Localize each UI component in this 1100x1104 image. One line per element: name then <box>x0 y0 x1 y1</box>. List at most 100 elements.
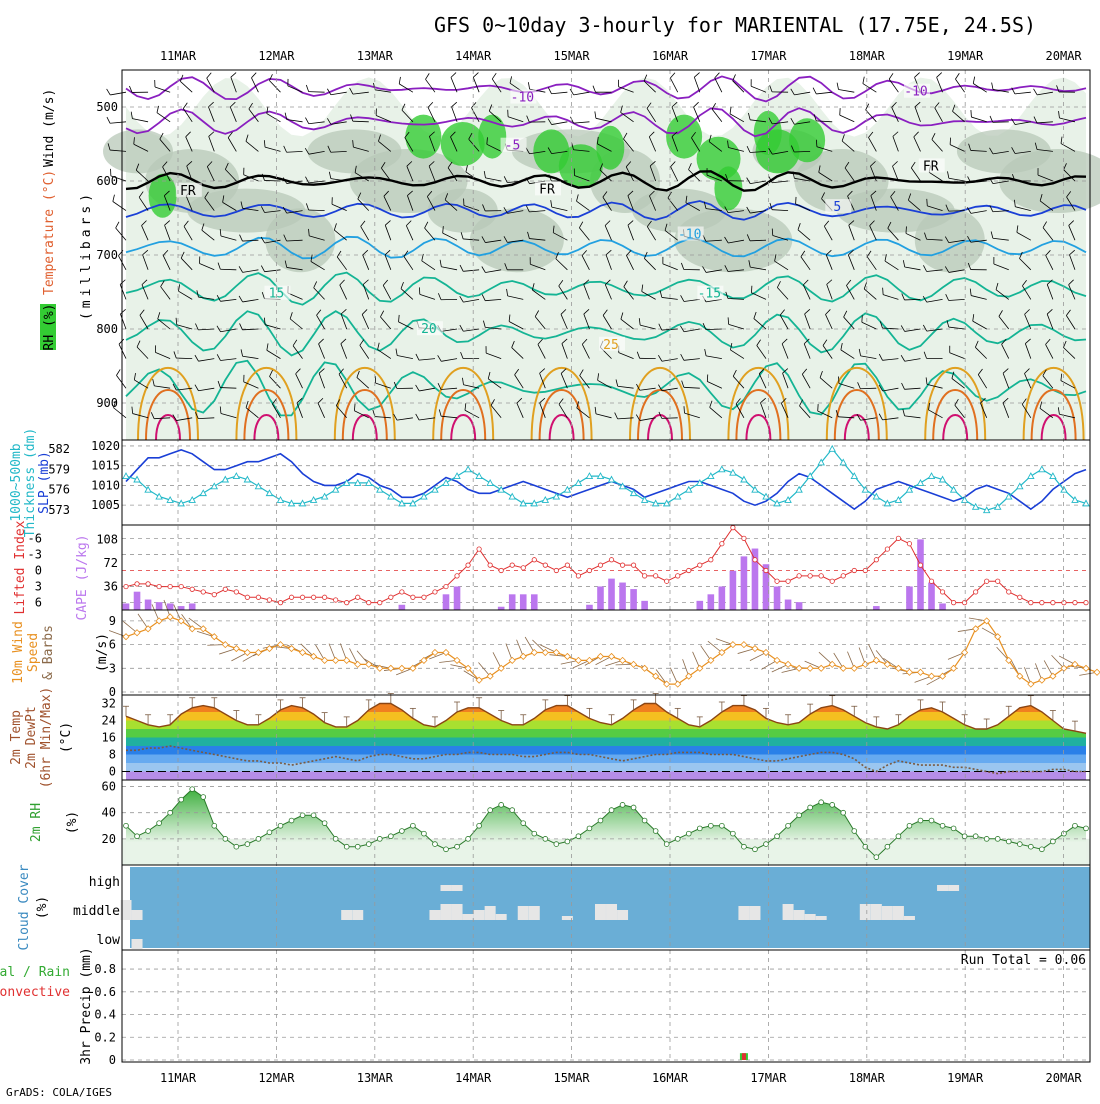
lifted-index-point <box>267 598 271 602</box>
lifted-index-point <box>1007 590 1011 594</box>
cloud-bar-middle <box>485 906 496 920</box>
cloud-bar-middle <box>341 910 352 920</box>
ylabel-2m-rh: 2m RH <box>29 803 44 842</box>
lifted-index-point <box>168 584 172 588</box>
ylabel-10m-wind: 10m Wind <box>11 621 26 684</box>
lifted-index-point <box>367 600 371 604</box>
x-tick-label-bottom-15MAR: 15MAR <box>554 1071 591 1085</box>
rh-point <box>598 818 603 823</box>
wind-speed-point <box>1094 669 1100 675</box>
chart-title: GFS 0~10day 3-hourly for MARIENTAL (17.7… <box>434 13 1036 37</box>
lifted-index-point <box>1040 600 1044 604</box>
cape-bar <box>917 539 924 610</box>
panel-bg <box>122 950 1090 1062</box>
contour-label-4: FR <box>539 182 555 197</box>
rh-point <box>775 834 780 839</box>
cape-bar <box>906 586 913 610</box>
rh-point <box>664 842 669 847</box>
precip-tick-2: 0.4 <box>94 1008 116 1022</box>
wind-barb-18-480 <box>309 92 325 93</box>
lifted-index-point <box>996 579 1000 583</box>
rh-point <box>399 829 404 834</box>
rh-point <box>708 823 713 828</box>
cape-bar <box>796 602 803 610</box>
wind-barb-68-880 <box>860 388 876 389</box>
lifted-index-point <box>256 595 260 599</box>
rh-shade-green-7 <box>666 115 702 159</box>
lifted-index-point <box>929 579 933 583</box>
rh-point <box>554 842 559 847</box>
rh-point <box>499 802 504 807</box>
cape-bar <box>785 600 792 610</box>
rh-point <box>841 810 846 815</box>
wind-barb-flag-60-680 <box>772 229 773 236</box>
cape-bar <box>873 606 880 610</box>
cloud-bar-middle <box>352 910 363 920</box>
ylabel-temp-units: (°C) <box>59 722 74 753</box>
rh-point <box>1039 847 1044 852</box>
cape-bar <box>597 586 604 610</box>
ylabel-temperature: Temperature (°C) <box>42 170 57 295</box>
rh-point <box>631 805 636 810</box>
ylabel-minmax: (6hr Min/Max) <box>39 687 54 789</box>
lifted-index-point <box>344 600 348 604</box>
slp-tick-1020: 1020 <box>91 439 120 453</box>
x-tick-label-bottom-11MAR: 11MAR <box>160 1071 197 1085</box>
rh-point <box>124 823 129 828</box>
ylabel-lifted-index: Lifted Index <box>13 520 28 614</box>
rh-point <box>256 836 261 841</box>
ylabel-slp: SLP (mb) <box>37 451 52 514</box>
cape-bar <box>167 603 174 610</box>
lifted-index-point <box>576 574 580 578</box>
cloud-bar-middle <box>904 916 915 920</box>
rh-point <box>201 795 206 800</box>
precip-tick-4: 0 <box>109 1053 116 1067</box>
y-tick-label-500: 500 <box>96 100 118 114</box>
lifted-index-point <box>146 582 150 586</box>
wind-barb-flag-56-800 <box>728 317 729 324</box>
rh-point <box>135 834 140 839</box>
x-tick-label-top-20MAR: 20MAR <box>1046 49 1083 63</box>
rh-point <box>730 831 735 836</box>
lifted-index-point <box>356 595 360 599</box>
lifted-index-point <box>753 558 757 562</box>
lifted-index-point <box>444 584 448 588</box>
lifted-index-point <box>466 563 470 567</box>
wind-barb-flag-64-560 <box>816 140 817 147</box>
rh-point <box>830 802 835 807</box>
upper-ylabel-group: RH (%)Temperature (°C)Wind (m/s) <box>40 89 57 351</box>
cape-tick-72: 72 <box>104 556 118 570</box>
lifted-index-point <box>289 595 293 599</box>
rh-point <box>918 818 923 823</box>
temp-tick-16: 16 <box>102 731 116 745</box>
rh-point <box>190 787 195 792</box>
cloud-level-middle: middle <box>73 904 120 919</box>
cloud-bar-middle <box>132 910 143 920</box>
cape-bar <box>608 579 615 610</box>
rh-point <box>179 797 184 802</box>
precip-tick-0: 0.8 <box>94 962 116 976</box>
lifted-index-point <box>742 536 746 540</box>
rh-point <box>852 829 857 834</box>
lifted-index-point <box>477 547 481 551</box>
rh-point <box>245 842 250 847</box>
footer-credit: GrADS: COLA/IGES <box>6 1086 112 1099</box>
lifted-index-point <box>819 574 823 578</box>
lifted-index-point <box>499 568 503 572</box>
x-tick-label-bottom-16MAR: 16MAR <box>652 1071 689 1085</box>
cape-bar <box>123 603 130 610</box>
ylabel-1000-500: 1000~500mb <box>9 443 24 521</box>
rh-point <box>1073 823 1078 828</box>
rh-point <box>278 823 283 828</box>
lifted-index-point <box>775 579 779 583</box>
cloud-bar-middle <box>595 904 606 920</box>
panel-bg <box>122 610 1090 695</box>
rh-point <box>212 823 217 828</box>
rh-shade-green-1 <box>405 115 441 159</box>
lifted-index-point <box>918 563 922 567</box>
cape-tick-36: 36 <box>104 579 118 593</box>
rh-point <box>1050 839 1055 844</box>
temp-band-3 <box>122 746 1090 755</box>
temp-band-5 <box>122 729 1090 738</box>
